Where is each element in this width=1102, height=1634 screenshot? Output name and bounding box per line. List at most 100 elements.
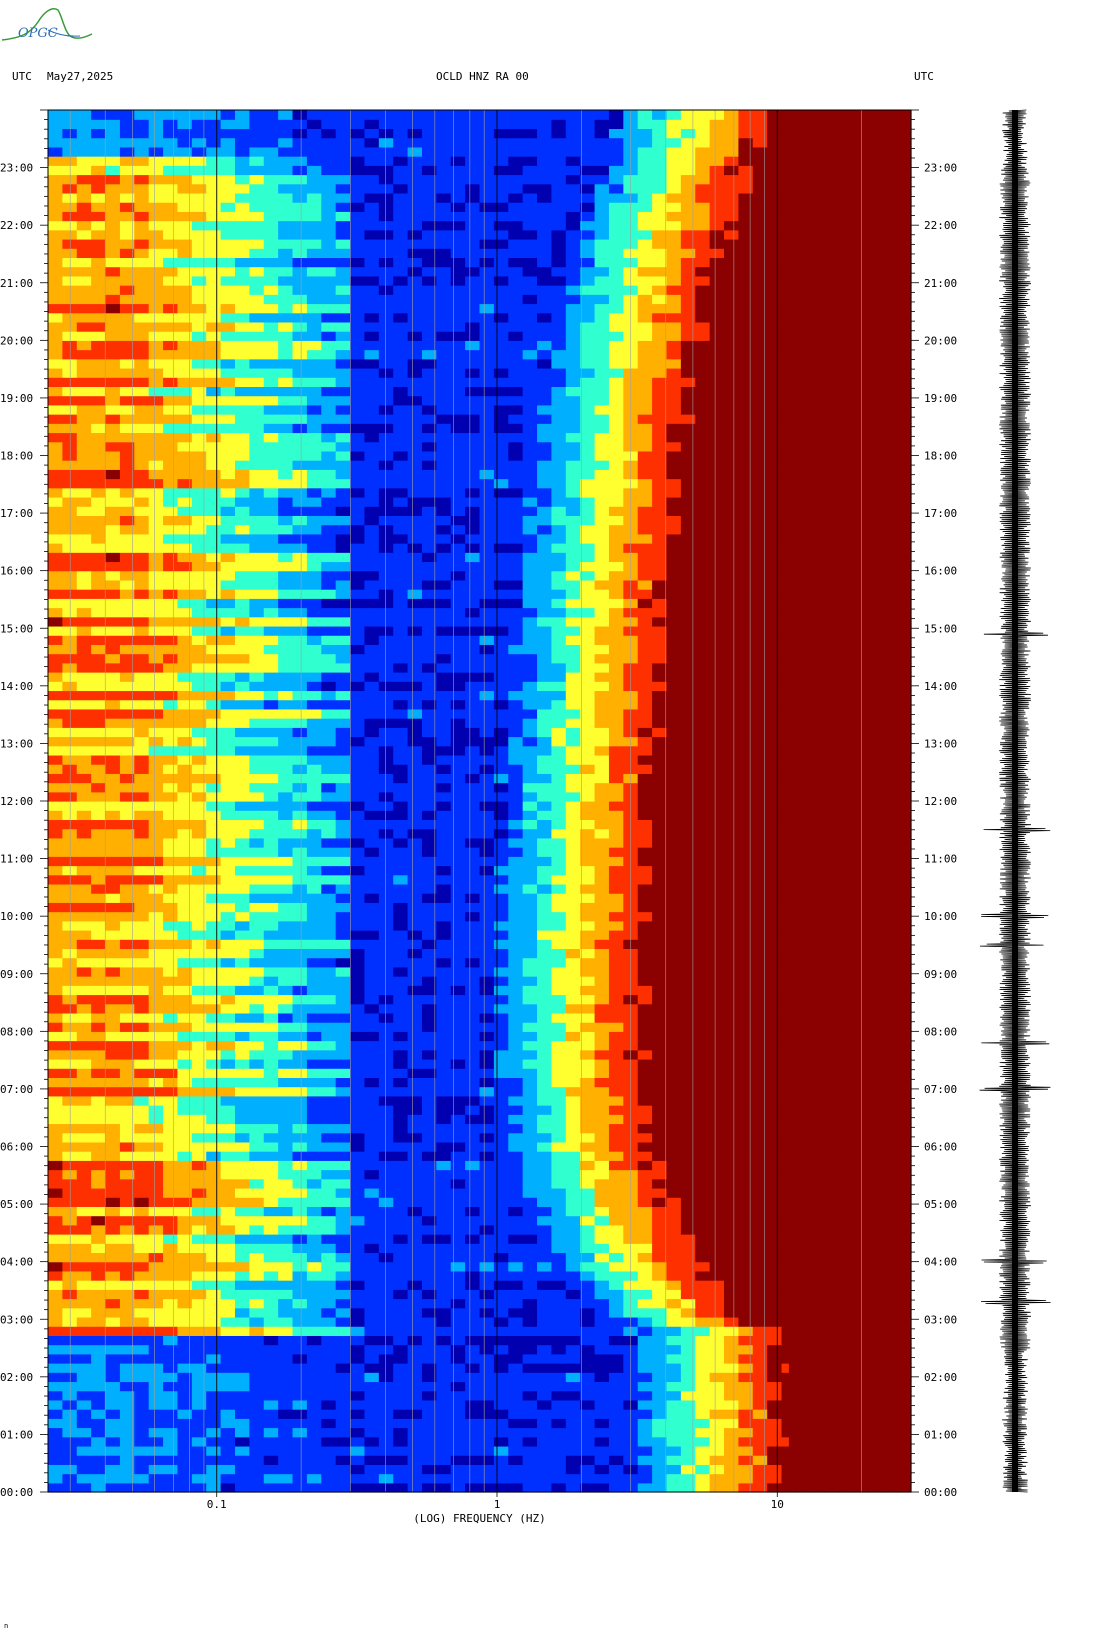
heatmap-cell	[565, 985, 581, 996]
heatmap-cell	[493, 745, 509, 756]
heatmap-cell	[220, 874, 236, 885]
heatmap-cell	[249, 1363, 265, 1373]
heatmap-cell	[393, 902, 409, 913]
heatmap-cell	[421, 1316, 437, 1327]
heatmap-cell	[163, 791, 179, 802]
heatmap-cell	[148, 1058, 164, 1069]
heatmap-cell	[608, 1399, 624, 1410]
heatmap-cell	[551, 1390, 567, 1401]
heatmap-cell	[738, 1086, 754, 1097]
heatmap-cell	[652, 902, 668, 913]
heatmap-cell	[724, 1464, 739, 1475]
heatmap-cell	[580, 976, 596, 986]
heatmap-cell	[695, 1114, 711, 1125]
heatmap-cell	[134, 911, 150, 922]
heatmap-cell	[134, 1344, 150, 1355]
heatmap-cell	[565, 1482, 581, 1493]
heatmap-cell	[522, 1206, 538, 1217]
heatmap-cell	[752, 856, 768, 867]
heatmap-cell	[335, 801, 351, 811]
heatmap-cell	[637, 1243, 653, 1254]
heatmap-cell	[522, 1187, 538, 1198]
heatmap-cell	[450, 920, 466, 931]
heatmap-cell	[105, 994, 121, 1005]
heatmap-cell	[378, 893, 394, 903]
heatmap-cell	[91, 754, 107, 765]
heatmap-cell	[551, 1289, 567, 1300]
heatmap-cell	[407, 911, 423, 922]
heatmap-cell	[91, 764, 107, 774]
heatmap-cell	[306, 966, 322, 977]
heatmap-cell	[378, 1390, 394, 1401]
heatmap-cell	[565, 1197, 581, 1207]
heatmap-cell	[335, 1307, 351, 1318]
heatmap-cell	[565, 1058, 581, 1069]
heatmap-cell	[206, 828, 222, 839]
heatmap-cell	[767, 929, 783, 940]
heatmap-cell	[105, 1399, 121, 1410]
heatmap-cell	[522, 1160, 538, 1171]
heatmap-cell	[278, 847, 294, 857]
heatmap-cell	[724, 727, 739, 738]
heatmap-cell	[177, 828, 193, 839]
heatmap-cell	[551, 856, 567, 867]
heatmap-cell	[465, 754, 481, 765]
heatmap-cell	[48, 911, 63, 922]
heatmap-cell	[76, 1206, 92, 1217]
heatmap-cell	[91, 1399, 107, 1410]
heatmap-cell	[249, 1095, 265, 1106]
heatmap-cell	[263, 773, 279, 784]
heatmap-cell	[637, 1095, 653, 1106]
heatmap-cell	[306, 1353, 322, 1364]
heatmap-cell	[695, 1381, 711, 1392]
heatmap-cell	[249, 856, 265, 867]
heatmap-cell	[393, 1243, 409, 1254]
heatmap-cell	[450, 893, 466, 903]
heatmap-cell	[465, 1335, 481, 1346]
heatmap-cell	[249, 1169, 265, 1180]
heatmap-cell	[537, 828, 553, 839]
heatmap-cell	[407, 1224, 423, 1235]
heatmap-cell	[608, 976, 624, 986]
heatmap-cell	[608, 1464, 624, 1475]
heatmap-cell	[321, 1132, 337, 1143]
heatmap-cell	[191, 1160, 207, 1171]
heatmap-cell	[393, 1169, 409, 1180]
heatmap-cell	[522, 1012, 538, 1023]
heatmap-cell	[565, 810, 581, 821]
heatmap-cell	[522, 1123, 538, 1134]
heatmap-cell	[680, 1464, 696, 1475]
heatmap-cell	[594, 1197, 610, 1207]
heatmap-cell	[767, 1261, 783, 1272]
heatmap-cell	[177, 773, 193, 784]
heatmap-cell	[479, 1012, 495, 1023]
heatmap-cell	[393, 727, 409, 738]
heatmap-cell	[191, 847, 207, 857]
heatmap-cell	[709, 1105, 725, 1115]
heatmap-cell	[465, 810, 481, 821]
heatmap-cell	[321, 754, 337, 765]
heatmap-cell	[479, 1003, 495, 1014]
heatmap-cell	[163, 1160, 179, 1171]
heatmap-cell	[91, 920, 107, 931]
heatmap-cell	[652, 1427, 668, 1438]
heatmap-cell	[752, 1418, 768, 1429]
heatmap-cell	[191, 1215, 207, 1226]
heatmap-cell	[148, 1316, 164, 1327]
heatmap-cell	[436, 1353, 452, 1364]
heatmap-cell	[234, 1243, 250, 1254]
heatmap-cell	[594, 966, 610, 977]
heatmap-cell	[148, 1344, 164, 1355]
heatmap-cell	[206, 1224, 222, 1235]
heatmap-cell	[709, 1003, 725, 1014]
heatmap-cell	[306, 1141, 322, 1152]
heatmap-cell	[752, 920, 768, 931]
heatmap-cell	[321, 1289, 337, 1300]
heatmap-cell	[407, 1049, 423, 1060]
heatmap-cell	[666, 1298, 682, 1309]
heatmap-cell	[680, 1215, 696, 1226]
heatmap-cell	[76, 985, 92, 996]
heatmap-cell	[421, 856, 437, 867]
heatmap-cell	[335, 1095, 351, 1106]
heatmap-cell	[709, 764, 725, 774]
